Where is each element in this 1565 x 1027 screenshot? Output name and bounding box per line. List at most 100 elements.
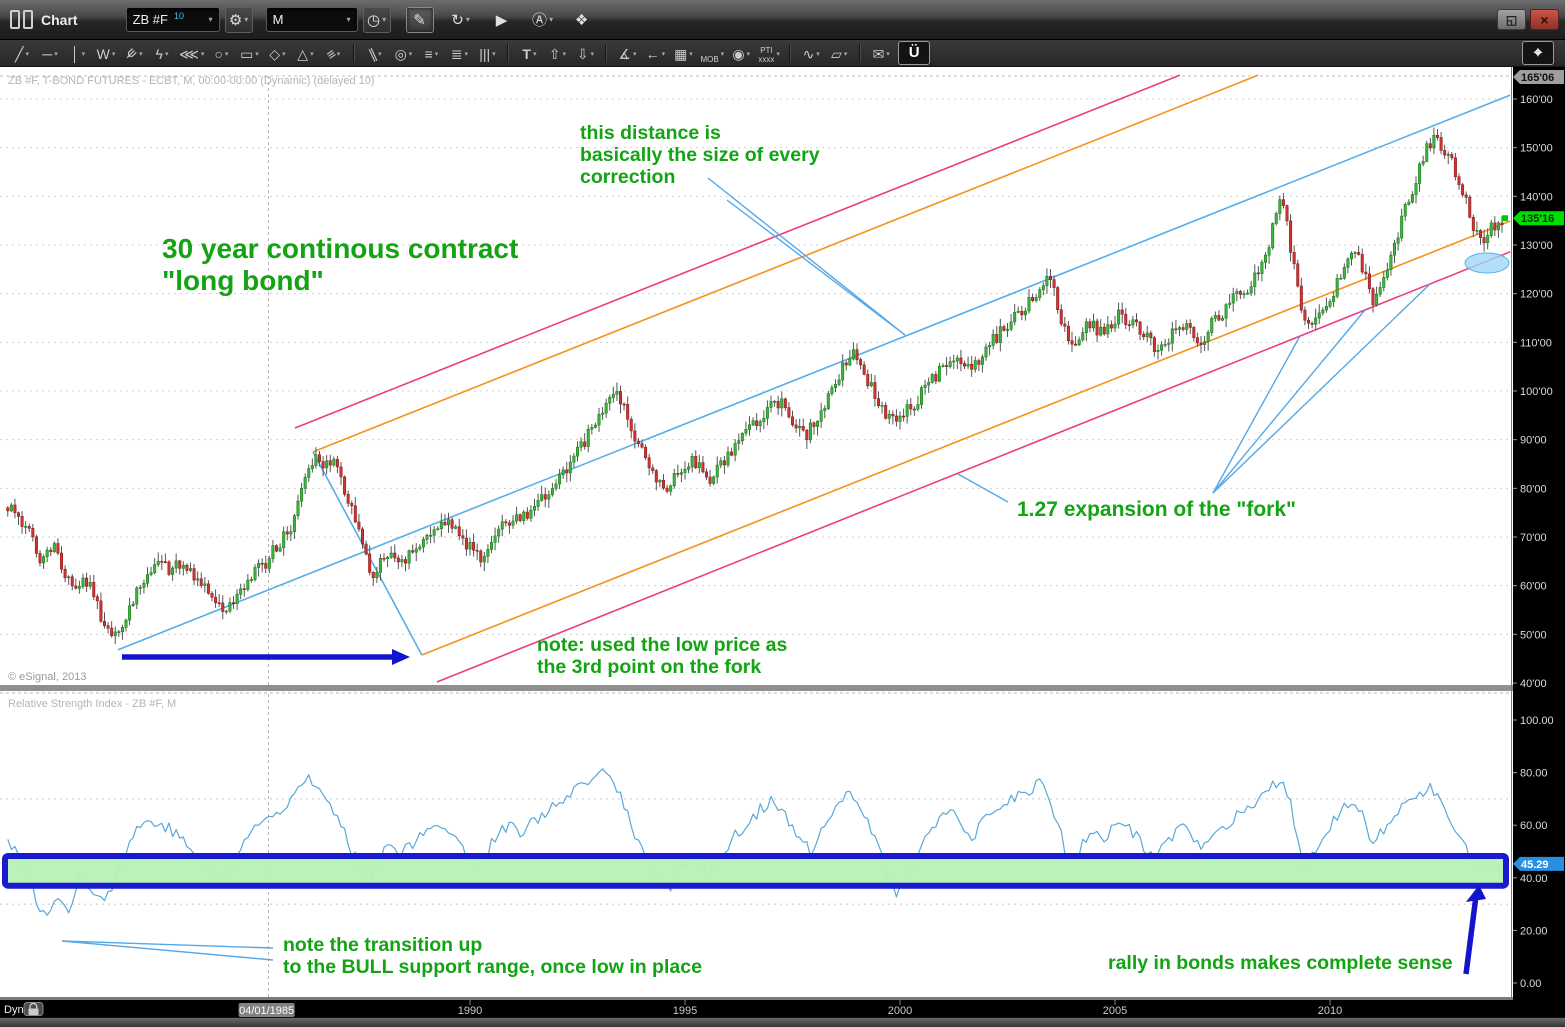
- auto-scale-button[interactable]: Ⓐ ▾: [529, 7, 557, 33]
- chart-settings-button[interactable]: ⚙ ▾: [224, 6, 253, 33]
- restore-window-button[interactable]: ◱: [1497, 9, 1526, 30]
- rectangle-tool[interactable]: ▭ ▾: [238, 42, 260, 64]
- grid-tool-icon: ▦: [674, 46, 688, 62]
- draw-pencil-button[interactable]: ✎: [405, 6, 434, 33]
- annotation-pointer-line[interactable]: [1212, 283, 1431, 494]
- pti-study-tool[interactable]: PTI xxxx ▾: [758, 42, 780, 64]
- parallel-lines-tool[interactable]: ≡ ▾: [322, 42, 344, 64]
- tj-ellipse-tool-icon: ◉: [732, 46, 745, 62]
- fib-retracement-tool-icon: ≡: [424, 46, 433, 62]
- price-tick-label: 110'00: [1520, 337, 1552, 349]
- annotation-text[interactable]: rally in bonds makes complete sense: [1108, 952, 1453, 974]
- magnet-snap-tool[interactable]: Ü: [898, 41, 931, 65]
- eraser-tool-icon: ▱: [831, 46, 842, 62]
- annotation-text[interactable]: "long bond": [162, 265, 324, 296]
- lock-icon: [29, 1002, 38, 1009]
- chart-area[interactable]: ZB #F, T-BOND FUTURES - ECBT, M, 00:00-0…: [0, 67, 1565, 1017]
- mob-study-tool[interactable]: MOB ▾: [700, 42, 724, 64]
- annotation-pointer-line[interactable]: [61, 940, 274, 961]
- annotation-text[interactable]: correction: [580, 166, 675, 188]
- annotation-text[interactable]: to the BULL support range, once low in p…: [283, 956, 702, 978]
- annotation-pointer-line[interactable]: [1212, 335, 1301, 494]
- price-tick-label: 50'00: [1520, 629, 1547, 641]
- pti-study-tool-icon: PTI xxxx: [758, 46, 775, 64]
- annotation-text[interactable]: basically the size of every: [580, 144, 820, 166]
- bottom-divider: [0, 997, 1513, 1000]
- rsi-tick-label: 40.00: [1520, 873, 1548, 885]
- fork-upper-tine-line[interactable]: [312, 74, 1259, 453]
- chart-canvas[interactable]: ZB #F, T-BOND FUTURES - ECBT, M, 00:00-0…: [0, 67, 1565, 1017]
- chevron-down-icon: ▾: [139, 51, 143, 58]
- fan-lines-tool[interactable]: ⋘ ▾: [179, 42, 204, 64]
- channel-tool[interactable]: ∥ ▾: [364, 42, 386, 64]
- zigzag-tool[interactable]: W ▾: [95, 42, 117, 64]
- annotation-pointer-line[interactable]: [726, 199, 906, 336]
- main-panel-header: ZB #F, T-BOND FUTURES - ECBT, M, 00:00-0…: [8, 75, 375, 87]
- note-bubble-tool[interactable]: ✉ ▾: [870, 42, 892, 64]
- annotation-text[interactable]: note the transition up: [283, 934, 482, 956]
- trend-line-tool-icon: ╱: [15, 46, 24, 62]
- annotation-pointer-line[interactable]: [1212, 309, 1366, 494]
- chevron-down-icon: ▾: [562, 51, 567, 58]
- annotation-text[interactable]: 1.27 expansion of the "fork": [1017, 498, 1296, 521]
- toolbar-separator: [353, 44, 356, 62]
- annotation-text[interactable]: the 3rd point on the fork: [537, 656, 761, 678]
- interval-combo[interactable]: M ▾: [265, 7, 358, 32]
- wave-tool[interactable]: ∿ ▾: [800, 42, 822, 64]
- annotation-text[interactable]: this distance is: [580, 122, 721, 144]
- pin-toolbar-tool[interactable]: ⌖: [1522, 41, 1554, 65]
- rsi-tick-label: 80.00: [1520, 768, 1548, 780]
- annotation-pointer-line[interactable]: [957, 473, 1009, 503]
- horizontal-line-tool[interactable]: ─ ▾: [39, 42, 61, 64]
- highlight-arrow[interactable]: [1463, 895, 1479, 975]
- fork-median-line[interactable]: [117, 94, 1511, 651]
- dyn-label: Dyn: [4, 1004, 24, 1016]
- title-bar[interactable]: Chart ZB #F 10 ▾ ⚙ ▾ M ▾ ◷ ▾ ✎ ↻ ▾ ▶ Ⓐ: [0, 0, 1565, 40]
- fib-retracement-tool[interactable]: ≡ ▾: [420, 42, 442, 64]
- last-price-marker: [1502, 215, 1508, 222]
- chevron-down-icon: ▾: [310, 51, 314, 58]
- arrow-up-tool[interactable]: ⇧ ▾: [546, 42, 568, 64]
- annotation-text[interactable]: note: used the low price as: [537, 634, 787, 656]
- playback-button[interactable]: ▶: [488, 7, 516, 33]
- arrow-down-tool[interactable]: ⇩ ▾: [574, 42, 596, 64]
- styles-button[interactable]: ❖: [568, 7, 596, 33]
- price-touch-highlight-ellipse[interactable]: [1464, 252, 1510, 274]
- close-window-button[interactable]: ×: [1530, 9, 1559, 30]
- triangle-tool[interactable]: △ ▾: [294, 42, 316, 64]
- schiff-pitchfork-tool[interactable]: ϟ ▾: [151, 42, 173, 64]
- fib-time-zones-tool[interactable]: ||| ▾: [476, 42, 498, 64]
- bull-support-band[interactable]: [2, 852, 1509, 889]
- chevron-down-icon: ▾: [25, 51, 29, 58]
- lock-icon-body: [28, 1008, 39, 1015]
- text-tool[interactable]: T ▾: [518, 42, 540, 64]
- time-template-button[interactable]: ◷ ▾: [362, 6, 391, 33]
- text-tool-icon: T: [522, 46, 531, 62]
- eraser-tool[interactable]: ▱ ▾: [828, 42, 850, 64]
- andrews-pitchfork-tool[interactable]: ⋔ ▾: [121, 42, 145, 64]
- fib-extension-tool[interactable]: ≣ ▾: [448, 42, 470, 64]
- horizontal-line-tool-icon: ─: [42, 46, 53, 62]
- symbol-combo[interactable]: ZB #F 10 ▾: [125, 7, 220, 32]
- chevron-down-icon: ▾: [689, 51, 693, 58]
- fork-upper-expansion-line[interactable]: [294, 74, 1181, 429]
- reload-data-button[interactable]: ↻ ▾: [447, 7, 475, 33]
- vertical-line-tool[interactable]: │ ▾: [67, 42, 89, 64]
- chevron-down-icon: ▾: [346, 15, 351, 24]
- trend-line-tool[interactable]: ╱ ▾: [11, 42, 33, 64]
- diamond-tool[interactable]: ◇ ▾: [266, 42, 288, 64]
- fib-circles-tool[interactable]: ◎ ▾: [392, 42, 414, 64]
- gann-fan-tool[interactable]: ∡ ▾: [616, 42, 638, 64]
- ellipse-tool[interactable]: ○ ▾: [210, 42, 232, 64]
- tj-ellipse-tool[interactable]: ◉ ▾: [730, 42, 752, 64]
- extend-left-tool[interactable]: ← ▾: [644, 42, 666, 64]
- annotation-pointer-line[interactable]: [61, 940, 274, 949]
- annotation-pointer-line[interactable]: [707, 177, 906, 336]
- fork-lower-expansion-line[interactable]: [436, 251, 1511, 683]
- chevron-down-icon: ▾: [408, 51, 413, 58]
- grid-tool[interactable]: ▦ ▾: [672, 42, 694, 64]
- fork-lower-tine-line[interactable]: [421, 220, 1511, 656]
- time-axis-panel[interactable]: [0, 1000, 1565, 1017]
- panel-divider[interactable]: [0, 685, 1513, 691]
- annotation-text[interactable]: 30 year continous contract: [162, 233, 518, 264]
